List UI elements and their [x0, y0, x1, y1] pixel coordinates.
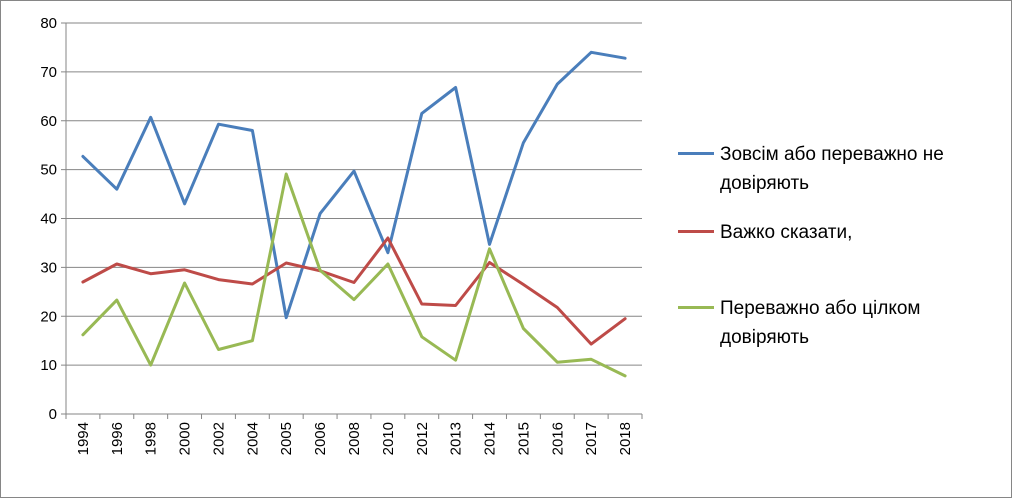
y-tick-label-50: 50	[40, 162, 57, 179]
x-tick-label-1996: 1996	[109, 422, 126, 455]
y-tick-label-70: 70	[40, 64, 57, 81]
x-tick-label-2018: 2018	[617, 422, 634, 455]
y-tick-label-40: 40	[40, 211, 57, 228]
x-tick-label-2008: 2008	[346, 422, 363, 455]
y-tick-label-20: 20	[40, 308, 57, 325]
x-tick-label-2017: 2017	[583, 422, 600, 455]
x-tick-label-2000: 2000	[177, 422, 194, 455]
x-tick-label-1998: 1998	[143, 422, 160, 455]
y-tick-label-0: 0	[49, 406, 57, 423]
legend-swatch-distrust	[678, 152, 714, 155]
x-tick-label-2005: 2005	[278, 422, 295, 455]
x-tick-label-2002: 2002	[210, 422, 227, 455]
x-tick-label-2004: 2004	[244, 422, 261, 455]
series-line-0	[81, 50, 627, 320]
series-line-2	[81, 172, 627, 378]
x-tick-label-2015: 2015	[515, 422, 532, 455]
y-tick-label-30: 30	[40, 259, 57, 276]
legend-label-hard-to-say: Важко сказати,	[720, 222, 853, 243]
legend-label-distrust: Зовсім або переважно не довіряють	[720, 144, 944, 194]
x-tick-label-1994: 1994	[75, 422, 92, 455]
legend-swatch-hard-to-say	[678, 230, 714, 233]
series-line-1	[81, 236, 627, 346]
x-tick-label-2016: 2016	[549, 422, 566, 455]
legend-label-trust: Переважно або цілком довіряють	[720, 298, 921, 348]
x-tick-label-2013: 2013	[448, 422, 465, 455]
legend-swatch-trust	[678, 306, 714, 309]
x-tick-label-2010: 2010	[380, 422, 397, 455]
y-tick-label-60: 60	[40, 113, 57, 130]
y-tick-label-10: 10	[40, 357, 57, 374]
x-tick-label-2006: 2006	[312, 422, 329, 455]
y-tick-label-80: 80	[40, 15, 57, 32]
x-tick-label-2014: 2014	[482, 422, 499, 455]
x-tick-label-2012: 2012	[414, 422, 431, 455]
